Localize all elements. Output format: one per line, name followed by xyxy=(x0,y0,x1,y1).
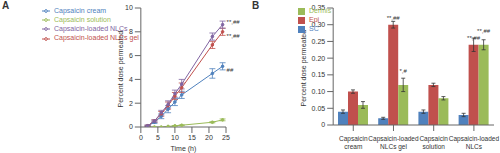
svg-text:0: 0 xyxy=(129,123,133,130)
svg-text:Percent dose permeated: Percent dose permeated xyxy=(117,31,125,108)
svg-text:15: 15 xyxy=(188,134,196,141)
svg-text:Capsaicin-loadedNLCs: Capsaicin-loadedNLCs xyxy=(449,135,492,150)
svg-text:**,##: **,## xyxy=(227,33,241,39)
svg-text:Capsaicin-loadedNLCs gel: Capsaicin-loadedNLCs gel xyxy=(368,135,419,151)
svg-text:0.10: 0.10 xyxy=(312,88,326,95)
svg-text:4: 4 xyxy=(129,76,133,83)
svg-text:2: 2 xyxy=(129,100,133,107)
svg-text:20: 20 xyxy=(205,134,213,141)
svg-text:0: 0 xyxy=(139,134,143,141)
svg-text:8: 8 xyxy=(129,28,133,35)
svg-text:0.20: 0.20 xyxy=(312,55,326,62)
svg-text:0.30: 0.30 xyxy=(312,21,326,28)
svg-text:##: ## xyxy=(227,67,234,73)
svg-text:**,##: **,## xyxy=(387,15,401,21)
svg-text:Capsaicinsolution: Capsaicinsolution xyxy=(419,135,448,150)
svg-text:10: 10 xyxy=(125,4,133,11)
svg-text:**,##: **,## xyxy=(227,19,241,25)
svg-text:Time (h): Time (h) xyxy=(171,145,197,153)
svg-text:*,#: *,# xyxy=(400,68,408,74)
svg-text:25: 25 xyxy=(222,134,230,141)
svg-text:0: 0 xyxy=(321,121,325,128)
svg-text:**,##: **,## xyxy=(467,35,481,41)
svg-text:0.15: 0.15 xyxy=(312,71,326,78)
svg-text:**,##: **,## xyxy=(477,28,491,34)
svg-text:0.05: 0.05 xyxy=(312,105,326,112)
svg-text:0.35: 0.35 xyxy=(312,4,326,11)
svg-text:6: 6 xyxy=(129,52,133,59)
svg-text:Percent dose permeated: Percent dose permeated xyxy=(300,30,308,107)
svg-text:5: 5 xyxy=(156,134,160,141)
svg-text:0.25: 0.25 xyxy=(312,38,326,45)
svg-text:Capsaicincream: Capsaicincream xyxy=(339,135,368,150)
svg-text:10: 10 xyxy=(171,134,179,141)
